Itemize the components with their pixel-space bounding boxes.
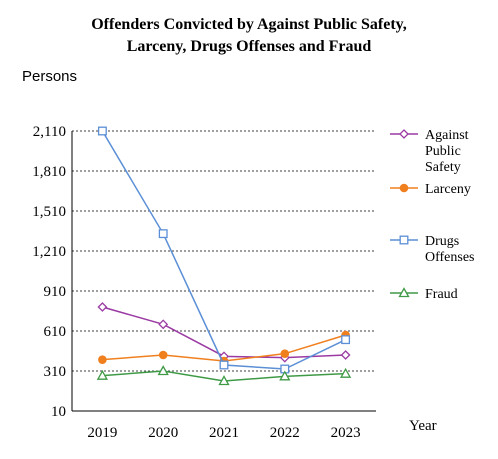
data-point bbox=[218, 375, 230, 386]
data-point bbox=[157, 365, 169, 376]
y-tick-label: 610 bbox=[44, 324, 67, 340]
legend-marker bbox=[398, 287, 410, 298]
legend-marker bbox=[399, 235, 409, 245]
x-tick-label: 2020 bbox=[148, 425, 178, 441]
data-point bbox=[279, 370, 291, 381]
legend-label: Fraud bbox=[425, 287, 458, 302]
data-point bbox=[340, 350, 351, 360]
series-line bbox=[101, 130, 346, 370]
chart-title-line2: Larceny, Drugs Offenses and Fraud bbox=[126, 38, 372, 55]
legend-marker bbox=[399, 183, 409, 193]
x-tick-label: 2022 bbox=[270, 425, 300, 441]
legend-label: Safety bbox=[425, 160, 461, 175]
legend-label: Against bbox=[425, 128, 469, 143]
x-tick-label: 2019 bbox=[87, 425, 117, 441]
legend-label: Larceny bbox=[425, 182, 471, 197]
data-point bbox=[158, 350, 168, 360]
data-point bbox=[219, 360, 229, 370]
series-line bbox=[102, 306, 346, 359]
data-point bbox=[97, 302, 108, 312]
legend-marker bbox=[399, 129, 409, 139]
data-point bbox=[339, 367, 352, 378]
x-axis-label: Year bbox=[409, 418, 437, 434]
data-point bbox=[96, 369, 109, 380]
legend-label: Drugs bbox=[425, 234, 459, 249]
y-tick-label: 1,510 bbox=[32, 204, 66, 220]
y-tick-label: 1,210 bbox=[32, 244, 66, 260]
y-tick-label: 310 bbox=[44, 364, 67, 380]
y-tick-label: 10 bbox=[51, 404, 66, 420]
y-tick-label: 1,810 bbox=[32, 164, 66, 180]
x-tick-label: 2023 bbox=[331, 425, 361, 441]
x-tick-label: 2021 bbox=[209, 425, 239, 441]
data-point bbox=[158, 229, 168, 239]
y-tick-label: 910 bbox=[44, 284, 67, 300]
y-tick-label: 2,110 bbox=[33, 124, 66, 140]
legend-label: Public bbox=[425, 144, 461, 159]
legend-label: Offenses bbox=[425, 250, 475, 265]
data-point bbox=[98, 355, 107, 364]
data-point bbox=[97, 126, 107, 136]
data-point bbox=[341, 335, 351, 345]
y-axis-label: Persons bbox=[22, 68, 78, 85]
data-point bbox=[280, 349, 290, 358]
chart-title-line1: Offenders Convicted by Against Public Sa… bbox=[91, 16, 407, 33]
data-point bbox=[158, 319, 169, 330]
